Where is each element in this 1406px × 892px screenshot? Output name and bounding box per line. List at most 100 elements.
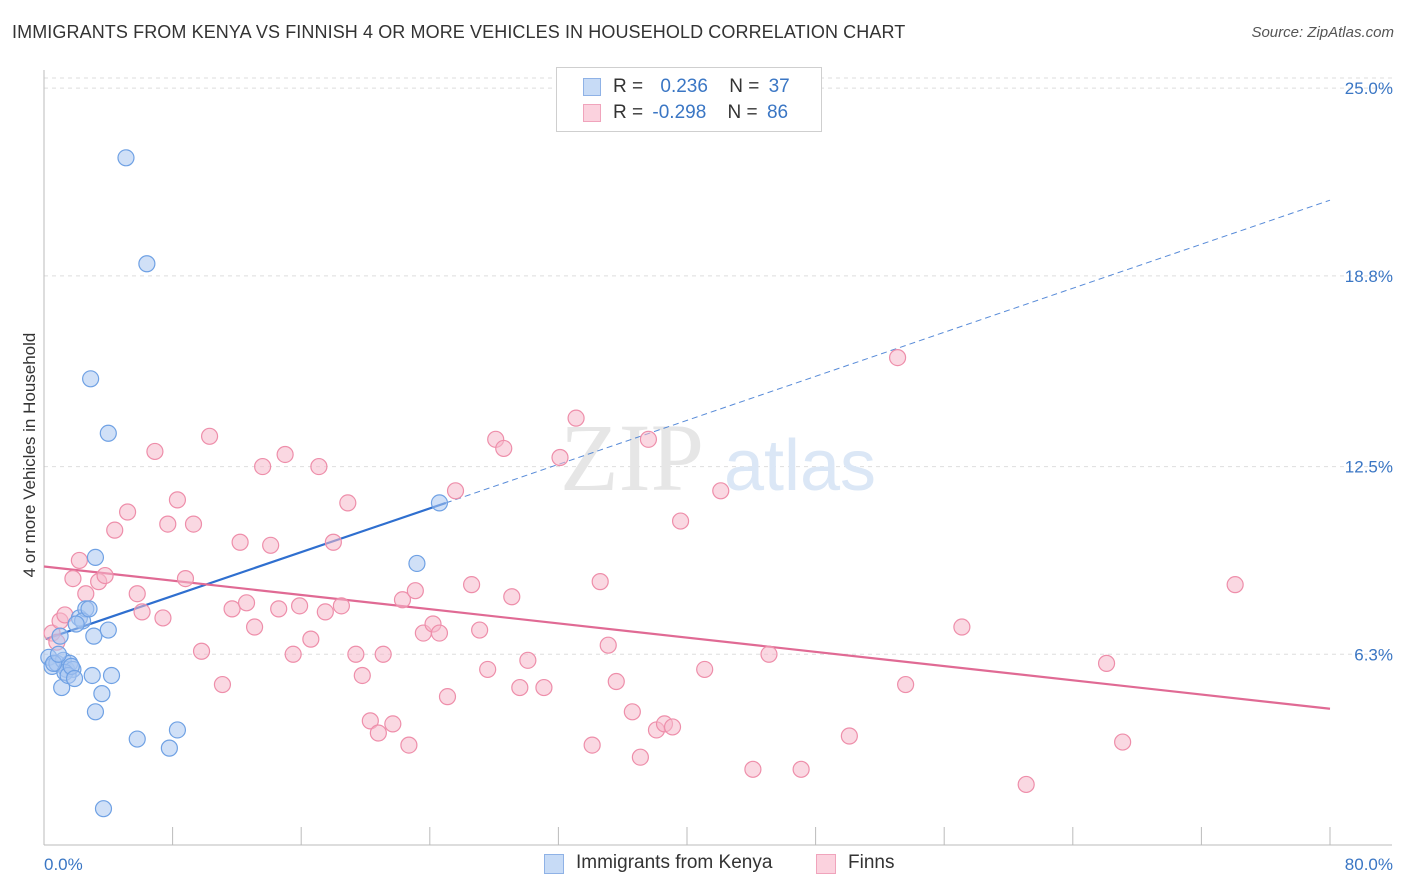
point-kenya xyxy=(86,548,105,567)
point-kenya xyxy=(51,627,69,645)
point-finns xyxy=(511,678,529,697)
point-finns xyxy=(551,448,569,467)
point-kenya xyxy=(82,370,100,388)
series-swatch-finns xyxy=(816,854,836,874)
point-finns xyxy=(1226,576,1244,594)
point-kenya xyxy=(65,669,84,688)
point-finns xyxy=(374,645,392,663)
point-finns xyxy=(599,636,617,654)
legend-r-value: 0.236 xyxy=(660,76,708,97)
y-tick-label: 12.5% xyxy=(1345,458,1393,477)
point-finns xyxy=(176,569,195,588)
y-tick-label: 25.0% xyxy=(1345,79,1393,98)
watermark: ZIP atlas xyxy=(560,404,876,511)
point-finns xyxy=(262,536,280,554)
point-finns xyxy=(631,748,649,766)
point-finns xyxy=(353,666,371,685)
point-finns xyxy=(310,457,328,476)
legend-n-label: N = xyxy=(727,102,758,123)
point-finns xyxy=(245,618,264,636)
point-finns xyxy=(339,494,357,512)
point-finns xyxy=(1097,654,1116,672)
trend-lines xyxy=(43,199,1331,710)
point-finns xyxy=(663,718,682,736)
legend-r-label: R = xyxy=(613,102,644,123)
point-finns xyxy=(213,675,232,694)
point-finns xyxy=(591,573,609,591)
point-kenya xyxy=(86,703,105,721)
point-finns xyxy=(888,348,907,367)
point-kenya xyxy=(160,739,178,757)
x-tick-label: 0.0% xyxy=(44,855,83,874)
watermark-atlas: atlas xyxy=(724,426,876,506)
legend-swatch-kenya xyxy=(583,78,601,96)
chart-title: IMMIGRANTS FROM KENYA VS FINNISH 4 OR MO… xyxy=(12,22,906,42)
point-finns xyxy=(77,585,95,603)
point-finns xyxy=(406,582,424,600)
point-finns xyxy=(1114,733,1132,751)
point-finns xyxy=(384,715,402,733)
point-finns xyxy=(128,585,146,603)
legend-r-label: R = xyxy=(613,76,644,97)
point-finns xyxy=(760,645,778,663)
point-kenya xyxy=(168,721,187,739)
grid-lines xyxy=(44,77,1392,655)
point-kenya xyxy=(408,554,426,573)
point-finns xyxy=(495,439,513,458)
point-finns xyxy=(430,624,449,642)
axes xyxy=(43,70,1392,846)
point-finns xyxy=(393,591,412,609)
point-finns xyxy=(290,597,309,615)
watermark-zip: ZIP xyxy=(560,404,704,511)
point-finns xyxy=(184,515,203,533)
point-kenya xyxy=(93,685,111,703)
point-finns xyxy=(200,427,219,445)
legend-n-label: N = xyxy=(729,76,760,97)
series-label-finns: Finns xyxy=(848,852,895,873)
point-finns xyxy=(237,594,256,612)
point-kenya xyxy=(67,615,85,633)
point-kenya xyxy=(83,666,101,685)
data-points xyxy=(40,149,1244,818)
trend-line-kenya xyxy=(45,501,447,641)
point-finns xyxy=(347,645,365,663)
point-finns xyxy=(1017,775,1035,794)
point-finns xyxy=(369,724,387,742)
point-kenya xyxy=(102,666,121,685)
legend-n-value: 37 xyxy=(768,76,790,97)
point-finns xyxy=(192,642,211,660)
point-finns xyxy=(446,482,465,500)
point-finns xyxy=(284,645,302,663)
point-finns xyxy=(503,588,521,606)
point-finns xyxy=(106,521,124,539)
point-finns xyxy=(316,603,334,621)
point-finns xyxy=(70,551,88,570)
point-finns xyxy=(840,727,858,745)
y-axis-label: 4 or more Vehicles in Household xyxy=(20,333,39,578)
legend-swatch-finns xyxy=(583,104,601,122)
point-finns xyxy=(276,445,294,464)
point-finns xyxy=(623,703,641,721)
tick-labels: 6.3% 12.5% 18.8% 25.0% 0.0% 80.0% xyxy=(44,79,1393,874)
point-finns xyxy=(270,600,288,618)
point-finns xyxy=(231,533,249,551)
point-finns xyxy=(471,621,489,639)
point-kenya xyxy=(138,255,156,273)
point-finns xyxy=(567,409,585,427)
point-finns xyxy=(361,712,379,730)
point-finns xyxy=(639,430,658,448)
point-finns xyxy=(254,457,272,476)
point-finns xyxy=(438,688,457,706)
point-kenya xyxy=(99,621,117,639)
point-finns xyxy=(607,672,625,691)
series-swatch-kenya xyxy=(544,854,564,874)
point-finns xyxy=(479,660,497,679)
y-tick-label: 18.8% xyxy=(1345,267,1393,286)
point-kenya xyxy=(99,424,117,442)
point-finns xyxy=(146,442,164,461)
point-finns xyxy=(168,491,187,509)
point-finns xyxy=(154,609,172,627)
point-finns xyxy=(302,630,320,648)
point-kenya xyxy=(49,645,68,663)
point-finns xyxy=(133,603,151,621)
